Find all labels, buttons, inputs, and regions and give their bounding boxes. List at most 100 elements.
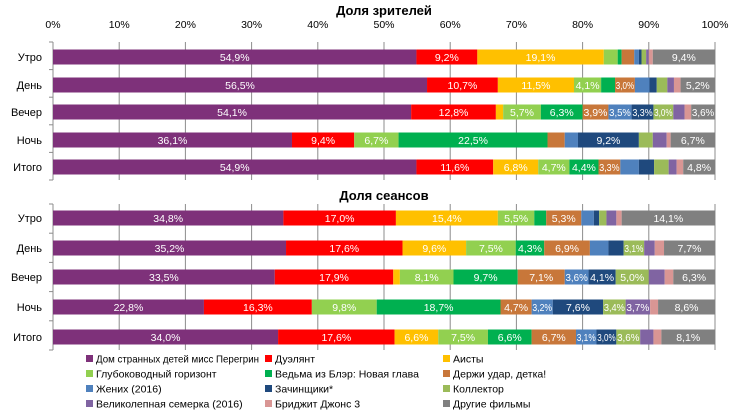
bar-segment bbox=[661, 329, 715, 345]
bar-segment bbox=[680, 77, 715, 93]
bar-segment bbox=[53, 159, 417, 175]
data-label: 3,3% bbox=[599, 162, 619, 174]
data-label: 17,9% bbox=[319, 272, 349, 284]
bar-segment bbox=[497, 77, 574, 93]
data-label: 54,1% bbox=[217, 107, 247, 119]
legend-label: Дом странных детей мисс Перегрин bbox=[96, 354, 259, 366]
x-tick-label: 70% bbox=[506, 19, 527, 31]
bar-segment bbox=[278, 329, 395, 345]
data-label: 6,3% bbox=[550, 107, 574, 119]
bar-segment bbox=[53, 210, 284, 226]
legend-label: Аисты bbox=[453, 354, 483, 366]
data-label: 3,9% bbox=[584, 107, 608, 119]
bar-segment bbox=[573, 77, 602, 93]
bar-segment bbox=[286, 240, 403, 256]
bar-segment bbox=[274, 269, 394, 285]
data-label: 3,6% bbox=[565, 272, 587, 284]
bar-segment bbox=[53, 240, 287, 256]
legend-swatch bbox=[86, 355, 93, 362]
legend-swatch bbox=[265, 400, 272, 407]
x-tick-label: 40% bbox=[307, 19, 328, 31]
bar-segment bbox=[616, 210, 622, 226]
data-label: 3,0% bbox=[654, 107, 672, 119]
data-label: 15,4% bbox=[432, 213, 462, 225]
bar-segment bbox=[466, 240, 516, 256]
category-label: Ночь bbox=[17, 135, 43, 147]
data-label: 4,7% bbox=[542, 162, 566, 174]
category-label: Итого bbox=[13, 332, 42, 344]
data-label: 36,1% bbox=[158, 135, 188, 147]
data-label: 8,6% bbox=[675, 302, 699, 314]
data-label: 3,7% bbox=[626, 302, 649, 314]
bar-segment bbox=[531, 329, 576, 345]
bar-segment bbox=[53, 299, 204, 315]
bar-segment bbox=[438, 329, 488, 345]
bar-segment bbox=[399, 269, 454, 285]
bar-segment bbox=[311, 299, 377, 315]
bar-segment bbox=[53, 329, 279, 345]
bar-segment bbox=[589, 240, 609, 256]
bar-segment bbox=[283, 210, 396, 226]
bar-segment bbox=[497, 210, 535, 226]
data-label: 4,7% bbox=[504, 302, 528, 314]
bar-segment bbox=[495, 104, 504, 120]
bar-segment bbox=[625, 299, 651, 315]
data-label: 7,5% bbox=[451, 332, 475, 344]
bar-segment bbox=[416, 49, 478, 65]
bar-segment bbox=[577, 132, 639, 148]
bar-segment bbox=[564, 132, 578, 148]
bar-segment bbox=[427, 77, 498, 93]
legend-label: Держи удар, детка! bbox=[453, 369, 546, 381]
bar-segment bbox=[53, 132, 292, 148]
x-tick-label: 80% bbox=[572, 19, 593, 31]
bar-segment bbox=[598, 159, 621, 175]
bar-segment bbox=[676, 159, 684, 175]
bar-segment bbox=[648, 49, 653, 65]
data-label: 5,0% bbox=[620, 272, 644, 284]
bar-segment bbox=[683, 159, 715, 175]
bar-segment bbox=[402, 240, 467, 256]
data-label: 9,2% bbox=[435, 52, 459, 64]
category-label: Утро bbox=[18, 213, 42, 225]
bar-segment bbox=[593, 210, 600, 226]
data-label: 8,1% bbox=[676, 332, 700, 344]
bar-segment bbox=[620, 159, 639, 175]
bar-segment bbox=[544, 240, 590, 256]
bar-segment bbox=[552, 299, 604, 315]
legend-label: Глубоководный горизонт bbox=[96, 369, 217, 381]
data-label: 7,1% bbox=[529, 272, 553, 284]
data-label: 9,6% bbox=[422, 243, 446, 255]
bar-segment bbox=[487, 329, 532, 345]
bar-segment bbox=[670, 132, 715, 148]
data-label: 9,2% bbox=[596, 135, 620, 147]
data-label: 17,0% bbox=[325, 213, 355, 225]
legend-label: Коллектор bbox=[453, 384, 504, 396]
bar-segment bbox=[596, 329, 617, 345]
bar-segment bbox=[569, 159, 599, 175]
legend-label: Дуэлянт bbox=[275, 354, 315, 366]
legend-swatch bbox=[265, 385, 272, 392]
data-label: 17,6% bbox=[329, 243, 359, 255]
data-label: 5,3% bbox=[552, 213, 576, 225]
x-tick-label: 90% bbox=[638, 19, 659, 31]
bar-segment bbox=[608, 240, 624, 256]
bar-segment bbox=[638, 49, 642, 65]
bar-segment bbox=[673, 269, 715, 285]
bar-segment bbox=[53, 269, 275, 285]
data-label: 33,5% bbox=[149, 272, 179, 284]
bar-segment bbox=[646, 49, 649, 65]
bar-segment bbox=[615, 269, 649, 285]
bar-segment bbox=[666, 132, 671, 148]
x-tick-label: 30% bbox=[241, 19, 262, 31]
data-label: 6,8% bbox=[504, 162, 528, 174]
bar-segment bbox=[588, 269, 616, 285]
data-label: 4,1% bbox=[590, 272, 614, 284]
data-label: 9,4% bbox=[672, 52, 696, 64]
legend-swatch bbox=[86, 370, 93, 377]
bar-segment bbox=[673, 104, 685, 120]
bar-segment bbox=[621, 49, 635, 65]
legend-label: Великолепная семерка (2016) bbox=[96, 399, 243, 411]
data-label: 3,0% bbox=[597, 332, 615, 344]
bar-segment bbox=[603, 299, 626, 315]
